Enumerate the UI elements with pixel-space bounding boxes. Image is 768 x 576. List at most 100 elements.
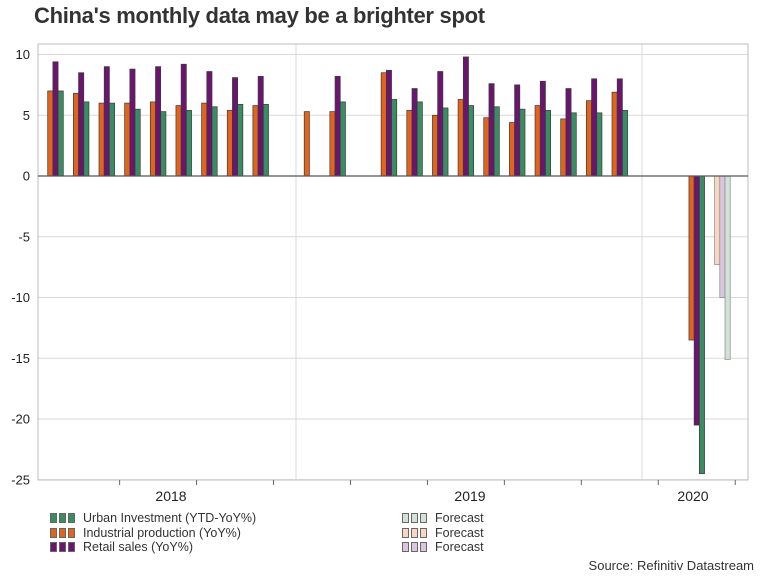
legend-swatch <box>50 542 75 553</box>
y-tick-label: -25 <box>11 472 30 487</box>
bar-urban-2019-03 <box>416 101 423 177</box>
bar-retail-2019-09 <box>565 88 572 177</box>
legend-item: Urban Investment (YTD-YoY%) <box>50 511 256 526</box>
legend-right: Forecast Forecast Forecast <box>402 511 484 555</box>
bar-industrial-2018-08 <box>226 110 233 177</box>
bar-retail-2019-04 <box>437 71 444 177</box>
bar-retail-2019-07 <box>514 84 521 177</box>
bar-urban-2019-04 <box>442 107 449 177</box>
axes <box>37 43 749 485</box>
bar-industrial-2020-02 <box>688 175 695 341</box>
bar-industrial-2018-04 <box>124 102 131 177</box>
legend-swatch <box>402 513 427 524</box>
bar-urban-2020-03 <box>724 175 731 360</box>
y-tick-label: 10 <box>16 47 30 62</box>
x-year-label: 2018 <box>155 488 186 504</box>
bar-urban-2018-05 <box>160 111 167 177</box>
bar-urban-2019-06 <box>493 106 500 177</box>
bar-industrial-2019-08 <box>534 105 541 177</box>
legend-item: Forecast <box>402 526 484 541</box>
bar-industrial-2018-06 <box>175 105 182 177</box>
bar-industrial-2018-02 <box>72 93 79 177</box>
bar-retail-2019-08 <box>539 80 546 177</box>
bar-urban-2018-03 <box>109 102 115 177</box>
bar-retail-2018-09 <box>257 76 264 177</box>
legend-label: Forecast <box>435 540 484 555</box>
y-tick-label: -20 <box>11 412 30 427</box>
bar-industrial-2019-10 <box>585 100 592 177</box>
bar-industrial-2019-09 <box>560 118 567 177</box>
bar-retail-2020-03 <box>719 175 726 298</box>
legend-swatch <box>402 527 427 538</box>
bar-industrial-2019-04 <box>432 114 439 177</box>
bar-industrial-2018-05 <box>149 101 156 177</box>
bar-industrial-2020-03 <box>714 175 721 266</box>
bar-urban-2018-09 <box>262 103 269 177</box>
x-year-label: 2019 <box>454 488 485 504</box>
source-note: Source: Refinitiv Datastream <box>588 558 754 573</box>
bar-retail-2019-02 <box>386 69 392 177</box>
bar-retail-2018-03 <box>103 66 110 177</box>
plot-frame <box>37 43 749 481</box>
legend-item: Forecast <box>402 511 484 526</box>
bar-retail-2018-07 <box>206 71 213 177</box>
bar-industrial-2018-09 <box>252 105 259 177</box>
y-tick-label: -5 <box>18 229 30 244</box>
bar-urban-2019-05 <box>468 105 475 177</box>
bar-urban-2019-11 <box>622 110 628 177</box>
bar-industrial-2019-06 <box>483 117 490 177</box>
legend-swatch <box>50 513 75 524</box>
legend-label: Forecast <box>435 525 484 540</box>
chart-title: China's monthly data may be a brighter s… <box>34 3 485 28</box>
legend-swatch <box>402 542 427 553</box>
bar-retail-2020-02 <box>693 175 700 426</box>
axis-labels: 10 5 0 -5 -10 -15 -20 -25 2018 2019 2020 <box>11 47 709 504</box>
y-tick-label: -10 <box>11 290 30 305</box>
legend-label: Forecast <box>435 511 484 526</box>
bar-urban-2019-08 <box>545 110 552 177</box>
bar-urban-2018-04 <box>134 108 141 177</box>
bar-retail-2018-04 <box>129 68 136 177</box>
bar-industrial-2019-03 <box>406 110 413 177</box>
legend-label: Urban Investment (YTD-YoY%) <box>83 511 257 526</box>
bar-industrial-2019-11 <box>611 91 618 177</box>
bar-industrial-2018-11 <box>303 111 310 177</box>
bar-industrial-2019-05 <box>457 99 464 177</box>
legend-item: Forecast <box>402 540 484 555</box>
bar-industrial-2018-07 <box>201 102 208 177</box>
bar-retail-2019-05 <box>462 56 469 177</box>
bar-retail-2018-08 <box>232 77 238 177</box>
x-year-label: 2020 <box>677 488 708 504</box>
bar-retail-2019-03 <box>411 88 418 177</box>
bar-retail-2018-12 <box>334 76 341 177</box>
legend-item: Industrial production (YoY%) <box>50 526 256 541</box>
legend-item: Retail sales (YoY%) <box>50 540 256 555</box>
bar-urban-2019-10 <box>596 112 603 177</box>
bar-urban-2019-02 <box>391 99 398 177</box>
bar-urban-2018-12 <box>339 101 346 177</box>
bar-industrial-2019-07 <box>509 122 515 177</box>
bar-urban-2018-07 <box>211 106 218 177</box>
y-tick-label: 0 <box>23 169 30 184</box>
bar-industrial-2018-12 <box>329 111 336 177</box>
bar-urban-2019-07 <box>519 108 526 177</box>
y-tick-label: -15 <box>11 351 30 366</box>
bar-retail-2018-05 <box>155 66 162 177</box>
y-tick-label: 5 <box>23 108 30 123</box>
bar-retail-2018-06 <box>180 63 187 177</box>
legend-label: Industrial production (YoY%) <box>83 525 241 540</box>
bar-industrial-2019-02 <box>380 72 387 177</box>
bar-retail-2018-01 <box>52 61 59 177</box>
bar-urban-2018-06 <box>186 110 192 177</box>
bar-retail-2019-11 <box>616 78 623 177</box>
bars-group <box>47 56 731 475</box>
bar-retail-2019-06 <box>488 83 495 177</box>
bar-industrial-2018-03 <box>98 102 105 177</box>
bar-urban-2018-02 <box>83 101 90 177</box>
bar-retail-2019-10 <box>591 78 598 177</box>
legend-left: Urban Investment (YTD-YoY%) Industrial pr… <box>50 511 256 555</box>
bar-industrial-2018-01 <box>47 90 54 177</box>
bar-retail-2018-02 <box>78 72 85 177</box>
bar-urban-2018-01 <box>57 90 64 177</box>
